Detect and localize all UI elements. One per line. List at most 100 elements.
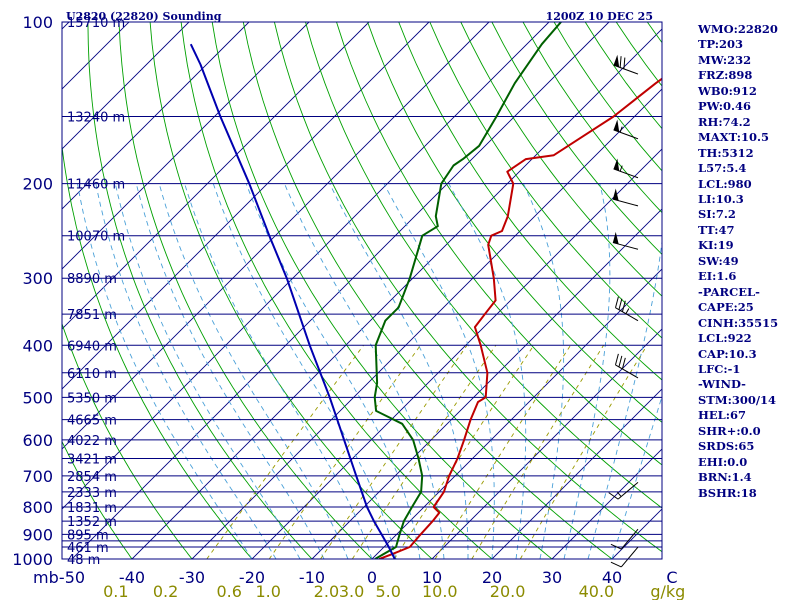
index-item: LFC:-1: [698, 361, 741, 376]
index-item: -PARCEL-: [698, 284, 760, 299]
index-item: HEL:67: [698, 408, 746, 423]
pressure-tick-label: 800: [22, 498, 53, 517]
index-item: STM:300/14: [698, 392, 777, 407]
mixing-ratio-tick-label: 0.6: [216, 582, 241, 600]
index-item: WB0:912: [698, 83, 757, 98]
background-grid: [62, 22, 662, 559]
mixing-ratio-tick-label: 3.0: [339, 582, 364, 600]
mixing-ratio-tick-label: 5.0: [375, 582, 400, 600]
wind-barb-pennant: [613, 158, 620, 171]
wind-barb-staff: [617, 482, 639, 500]
mixing-ratio-tick-label: 20.0: [490, 582, 526, 600]
wind-barb-flag: [614, 296, 619, 308]
isotherm-line: [371, 268, 662, 559]
moist-adiabat-line: [114, 183, 301, 559]
wind-barb: [614, 296, 639, 322]
height-label: 6110 m: [67, 367, 117, 382]
wind-barb-flag: [623, 57, 626, 69]
index-item: MW:232: [698, 52, 752, 67]
isotherm-line: [62, 22, 190, 150]
index-item: RH:74.2: [698, 114, 751, 129]
height-label: 3421 m: [67, 453, 117, 468]
sounding-traces: [189, 22, 662, 559]
wind-barb-pennant: [612, 188, 619, 201]
mixing-ratio-tick-label: 40.0: [579, 582, 615, 600]
mixing-ratio-line: [320, 345, 468, 559]
height-label: 10070 m: [67, 230, 125, 245]
moist-adiabat-line: [329, 183, 469, 559]
dry-adiabat-line: [305, 22, 662, 509]
index-item: MAXT:10.5: [698, 130, 769, 145]
index-item: LCL:980: [698, 176, 752, 191]
isotherm-line: [431, 328, 662, 559]
wind-barb-staff: [612, 198, 639, 207]
index-item: KI:19: [698, 238, 734, 253]
wind-barb-pennant: [613, 54, 620, 68]
isotherm-line: [62, 22, 370, 330]
temperature-tick-label: -30: [179, 568, 205, 587]
index-item: TP:203: [698, 37, 744, 52]
plot-frame: [61, 21, 663, 560]
wind-barb-half-flag: [616, 491, 622, 497]
mixing-ratio-tick-label: 1.0: [255, 582, 280, 600]
mixing-ratio-line: [434, 345, 571, 559]
wind-barb: [610, 528, 639, 550]
wind-barb-flag: [614, 353, 619, 366]
index-item: TH:5312: [698, 145, 754, 160]
pressure-tick-label: 400: [22, 336, 53, 355]
wind-barb-flag: [619, 56, 622, 68]
isotherm-line: [551, 448, 662, 559]
moist-adiabat-line: [135, 183, 325, 559]
isotherm-line: [131, 28, 662, 559]
pressure-tick-label: 1000: [12, 550, 53, 569]
isotherm-line: [62, 22, 490, 450]
wind-barb: [608, 482, 639, 500]
height-label: 11460 m: [67, 178, 125, 193]
index-item: PW:0.46: [698, 99, 752, 114]
height-label: 2854 m: [67, 470, 117, 485]
height-label: 5350 m: [67, 391, 117, 406]
height-label: 48 m: [67, 553, 100, 568]
wind-barb-staff: [620, 546, 639, 568]
moist-adiabat-line: [184, 183, 373, 559]
wind-barb-staff: [615, 364, 639, 379]
sounding-time: 1200Z 10 DEC 25: [546, 10, 653, 23]
wind-barb: [612, 231, 639, 250]
wind-barb-pennant: [612, 231, 619, 245]
height-label: 1352 m: [67, 515, 117, 530]
index-item: BRN:1.4: [698, 470, 752, 485]
index-item: EI:1.6: [698, 269, 737, 284]
temperature-tick-label: 0: [367, 568, 377, 587]
index-item: CAPE:25: [698, 300, 754, 315]
wind-barb-half-flag: [619, 126, 623, 133]
height-label: 2333 m: [67, 486, 117, 501]
wind-barb-flag: [621, 357, 626, 370]
moist-adiabat-line: [77, 183, 253, 559]
isotherm-line: [251, 148, 662, 559]
wind-barb: [613, 119, 639, 140]
isotherm-line: [491, 388, 662, 559]
wind-barb-staff: [612, 242, 639, 250]
index-item: LCL:922: [698, 331, 752, 346]
isotherm-line: [191, 88, 662, 559]
isotherm-line: [62, 22, 550, 510]
mixing-ratio-line: [206, 345, 364, 559]
wind-barb: [613, 54, 639, 75]
wind-barb-staff: [613, 64, 639, 75]
mixing-ratio-tick-label: 0.1: [103, 582, 128, 600]
wind-barb-staff: [620, 528, 639, 550]
wind-barb-flag: [618, 298, 623, 310]
wind-barb-staff: [615, 307, 639, 322]
mixing-ratio-tick-label: g/kg: [650, 582, 685, 600]
height-label: 895 m: [67, 528, 109, 543]
wind-barb-flag: [608, 492, 619, 500]
isotherm-line: [62, 22, 430, 390]
index-item: CAP:10.3: [698, 346, 757, 361]
index-item: BSHR:18: [698, 485, 757, 500]
dry-adiabat-line: [118, 22, 373, 559]
temperature-tick-label: C: [666, 568, 677, 587]
wind-barb: [610, 546, 639, 568]
pressure-tick-label: 700: [22, 467, 53, 486]
index-item: SI:7.2: [698, 207, 736, 222]
